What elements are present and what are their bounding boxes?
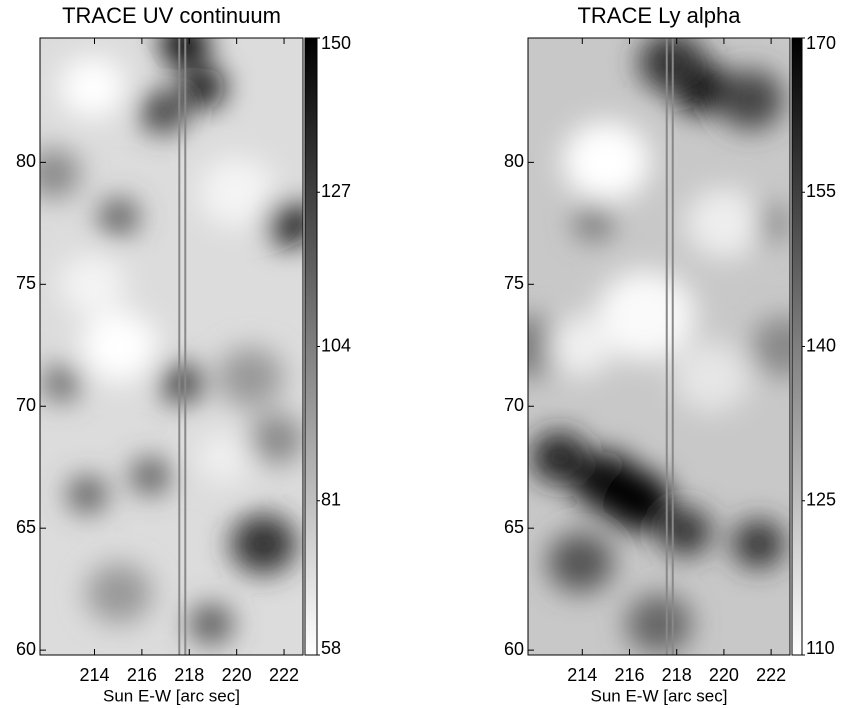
image-blobs	[40, 38, 303, 645]
y-tick-label: 65	[16, 517, 36, 537]
image-blob	[686, 188, 763, 259]
plot-frame	[39, 37, 304, 656]
colorbar-tick-label: 110	[806, 638, 835, 658]
x-tick-label: 214	[79, 665, 109, 685]
image-blob	[41, 365, 81, 402]
image-blob	[605, 470, 672, 531]
x-tick-label: 222	[269, 665, 299, 685]
image-blob	[188, 604, 233, 645]
image-blob	[85, 563, 152, 624]
image-blob	[67, 476, 108, 513]
x-tick-label: 222	[756, 665, 786, 685]
colorbar-tick-label: 140	[806, 335, 836, 355]
colorbar-tick-label: 104	[321, 335, 351, 355]
image-blob	[139, 90, 188, 135]
y-tick-label: 70	[16, 395, 36, 415]
x-tick-label: 220	[709, 665, 739, 685]
y-tick-label: 70	[504, 395, 524, 415]
image-blob	[160, 363, 205, 404]
image-blob	[265, 201, 303, 246]
image-blob	[59, 57, 126, 118]
y-tick-label: 75	[16, 273, 36, 293]
image-blob	[80, 311, 158, 382]
image	[40, 38, 303, 655]
image-blob	[573, 205, 614, 242]
colorbar-tick-label: 127	[321, 181, 351, 201]
image	[528, 38, 790, 655]
image-blob	[717, 69, 784, 130]
y-tick-label: 60	[504, 639, 524, 659]
image-blob	[751, 316, 790, 377]
colorbar-tick-label: 155	[806, 181, 836, 201]
colorbar	[304, 37, 318, 656]
image-blob	[196, 432, 252, 483]
image-blob	[198, 157, 276, 228]
x-tick-label: 216	[614, 665, 644, 685]
x-tick-label: 218	[662, 665, 692, 685]
image-blob	[230, 513, 297, 574]
x-tick-label: 216	[127, 665, 157, 685]
image-blob	[217, 347, 284, 408]
y-tick-label: 75	[504, 273, 524, 293]
image-blob	[732, 519, 785, 568]
y-tick-label: 60	[16, 639, 36, 659]
image-blob	[547, 316, 614, 377]
image-blob	[249, 414, 303, 465]
x-axis-label: Sun E-W [arc sec]	[103, 686, 240, 705]
image-blob	[596, 270, 696, 361]
y-tick-label: 80	[504, 151, 524, 171]
colorbar-tick-label: 170	[806, 33, 836, 53]
image-blob	[547, 532, 614, 593]
colorbar-tick-label: 58	[321, 638, 341, 658]
image-blobs	[528, 38, 790, 655]
image-blob	[626, 594, 692, 655]
chart-title: TRACE Ly alpha	[577, 3, 741, 28]
image-blob	[672, 342, 750, 413]
colorbar-tick-label: 150	[321, 33, 351, 53]
colorbar-tick-label: 81	[321, 490, 341, 510]
image-blob	[130, 458, 171, 495]
x-tick-label: 220	[222, 665, 252, 685]
y-tick-label: 65	[504, 517, 524, 537]
image-blob	[562, 121, 651, 202]
image-blob	[40, 148, 81, 199]
x-tick-label: 218	[174, 665, 204, 685]
colorbar	[791, 37, 803, 656]
plot-frame	[527, 37, 791, 656]
x-axis-label: Sun E-W [arc sec]	[591, 686, 728, 705]
image-blob	[530, 431, 589, 484]
chart-title: TRACE UV continuum	[62, 3, 281, 28]
y-tick-label: 80	[16, 151, 36, 171]
image-blob	[99, 198, 139, 235]
image-blob	[59, 254, 126, 315]
colorbar-tick-label: 125	[806, 490, 836, 510]
image-blob	[181, 67, 226, 108]
x-tick-label: 214	[567, 665, 597, 685]
